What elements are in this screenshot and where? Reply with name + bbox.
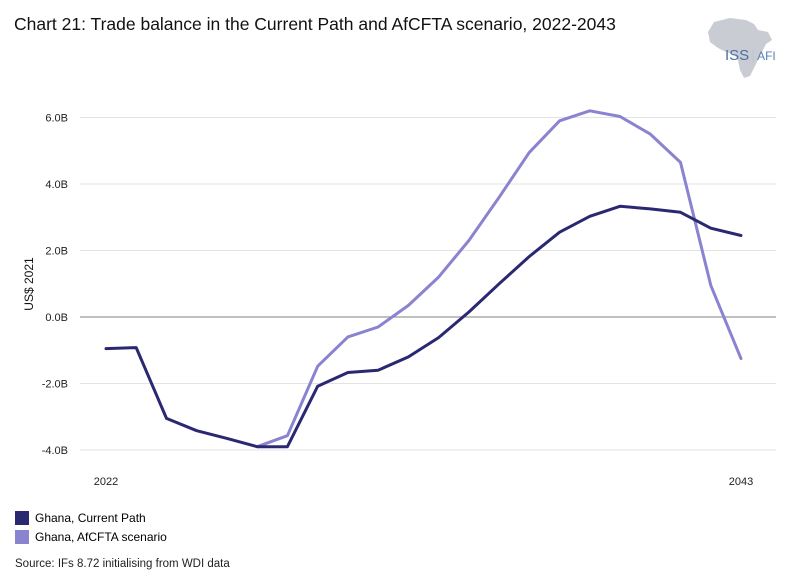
legend-label-current-path: Ghana, Current Path xyxy=(35,510,146,525)
y-tick-label: 2.0B xyxy=(45,246,68,258)
logo-text: ISS | AFI xyxy=(725,47,776,64)
legend: Ghana, Current Path Ghana, AfCFTA scenar… xyxy=(15,508,167,546)
source-note: Source: IFs 8.72 initialising from WDI d… xyxy=(15,558,230,570)
africa-map-icon xyxy=(708,18,772,78)
series-lines xyxy=(104,109,743,449)
series-line-afcfta xyxy=(255,109,743,449)
chart-title: Chart 21: Trade balance in the Current P… xyxy=(14,14,616,34)
x-tick-label: 2022 xyxy=(94,476,118,488)
legend-item: Ghana, Current Path xyxy=(15,508,167,527)
legend-label-afcfta: Ghana, AfCFTA scenario xyxy=(35,529,167,544)
legend-swatch-current-path xyxy=(15,510,29,525)
y-tick-label: -4.0B xyxy=(42,445,68,457)
y-axis-ticks: -4.0B -2.0B 0.0B 2.0B 4.0B 6.0B xyxy=(42,113,68,458)
y-tick-label: 4.0B xyxy=(45,179,68,191)
x-tick-label: 2043 xyxy=(729,476,753,488)
y-tick-label: 0.0B xyxy=(45,312,68,324)
y-axis-label: US$ 2021 xyxy=(22,257,36,311)
series-line-current-path xyxy=(104,204,743,449)
y-tick-label: -2.0B xyxy=(42,379,68,391)
logo-primary: ISS xyxy=(725,47,750,64)
x-axis-ticks: 2022 2043 xyxy=(94,476,753,488)
legend-swatch-afcfta xyxy=(15,529,29,544)
y-tick-label: 6.0B xyxy=(45,113,68,125)
logo-secondary: AFI xyxy=(757,49,776,63)
gridlines xyxy=(80,117,776,451)
legend-item: Ghana, AfCFTA scenario xyxy=(15,527,167,546)
